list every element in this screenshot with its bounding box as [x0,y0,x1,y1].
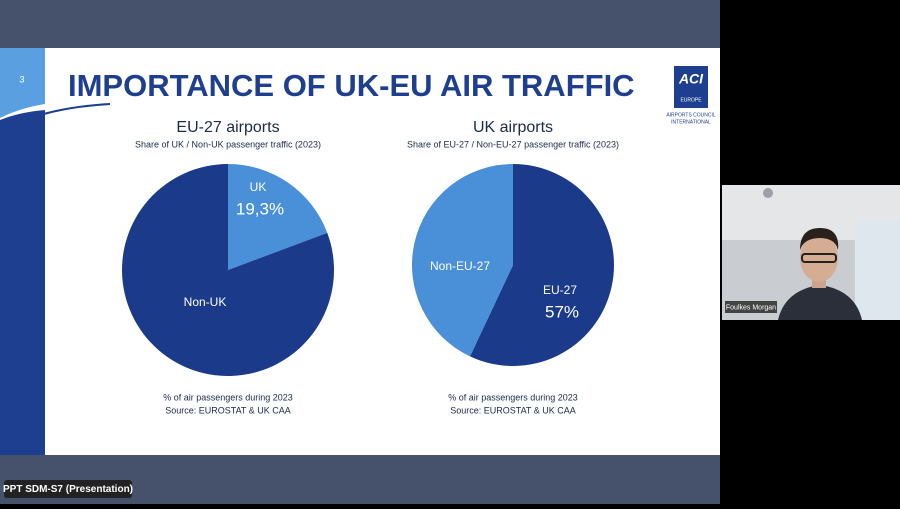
window-label: PPT SDM-S7 (Presentation) [3,484,133,495]
chart-note: Source: EUROSTAT & UK CAA [165,405,291,415]
logo-text: AIRPORTS COUNCIL [666,112,716,118]
slide-number: 3 [19,74,24,84]
presenter-name: Foulkes Morgan [726,304,776,311]
video-tile: Foulkes Morgan [722,185,900,320]
pie [121,164,335,377]
chart-note: % of air passengers during 2023 [163,392,293,402]
slice-label: EU-27 [543,283,577,297]
chart-title: UK airports [473,119,553,136]
chart-note: Source: EUROSTAT & UK CAA [450,405,576,415]
pie-slice [469,164,614,366]
slide-swoosh [0,103,111,133]
value-label: 19,3% [236,199,284,218]
pie [411,164,614,366]
chart-subtitle: Share of UK / Non-UK passenger traffic (… [135,139,321,149]
pie-slice [411,164,513,357]
value-label: 57% [545,302,579,321]
pie-slice [228,164,328,270]
logo-text: ACI [678,71,704,87]
logo: ACI EUROPE AIRPORTS COUNCIL INTERNATIONA… [666,66,716,125]
pie-slice [121,164,335,377]
logo-text: INTERNATIONAL [671,119,711,125]
slice-label: UK [250,180,267,194]
window-label-box [4,480,132,498]
slice-label: Non-UK [184,295,227,309]
chart-title: EU-27 airports [176,119,279,136]
slide-title: IMPORTANCE OF UK-EU AIR TRAFFIC [68,68,635,103]
logo-box [674,66,708,108]
chart-note: % of air passengers during 2023 [448,392,578,402]
logo-text: EUROPE [680,97,702,103]
chart-subtitle: Share of EU-27 / Non-EU-27 passenger tra… [407,139,619,149]
slide-stripe [0,110,45,455]
slice-label: Non-EU-27 [430,259,490,273]
slide-corner [0,48,45,118]
